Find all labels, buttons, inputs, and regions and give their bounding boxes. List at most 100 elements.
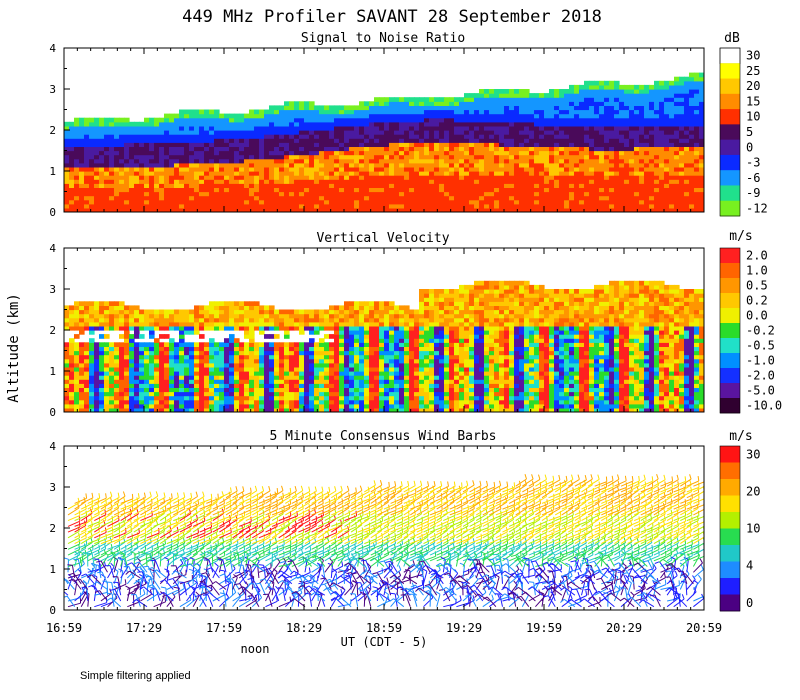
vv-cell — [209, 375, 215, 380]
snr-cell — [634, 199, 640, 205]
snr-cell — [459, 187, 465, 193]
snr-cell — [649, 89, 655, 94]
snr-cell — [259, 158, 265, 164]
snr-cell — [464, 130, 470, 135]
vv-cell — [144, 309, 150, 315]
snr-cell — [454, 175, 460, 180]
snr-cell — [224, 125, 230, 131]
snr-cell — [379, 121, 385, 127]
vv-cell — [174, 346, 180, 352]
vv-cell — [264, 387, 270, 393]
vv-cell — [194, 325, 200, 331]
snr-cell — [399, 117, 405, 123]
snr-cell — [434, 171, 440, 176]
snr-cell — [479, 146, 485, 152]
snr-cell — [309, 203, 315, 209]
vv-cell — [114, 391, 120, 397]
snr-cell — [434, 199, 440, 205]
vv-cell — [124, 321, 130, 327]
vv-cell — [74, 309, 80, 315]
vv-cell — [309, 375, 315, 380]
snr-cell — [374, 203, 380, 209]
snr-cell — [444, 138, 450, 143]
vv-cell — [224, 350, 230, 356]
vv-cell — [204, 399, 210, 405]
vv-cell — [169, 317, 175, 323]
snr-cell — [649, 109, 655, 115]
snr-cell — [694, 97, 700, 102]
snr-cell — [94, 154, 100, 160]
snr-cell — [159, 207, 165, 212]
vv-cell — [74, 317, 80, 323]
vv-cell — [284, 350, 290, 356]
snr-cell — [564, 105, 570, 111]
snr-cell — [209, 203, 215, 209]
vv-cell — [104, 313, 110, 319]
snr-cell — [244, 113, 250, 119]
snr-cell — [694, 195, 700, 201]
snr-cell — [84, 199, 90, 205]
snr-cell — [604, 89, 610, 94]
snr-cell — [474, 113, 480, 119]
vv-cell — [329, 313, 335, 319]
snr-cell — [99, 207, 105, 212]
vv-cell — [199, 375, 205, 380]
snr-cell — [299, 101, 305, 106]
snr-cell — [504, 134, 510, 139]
vv-cell — [119, 387, 125, 393]
snr-cell — [394, 154, 400, 160]
snr-cell — [639, 101, 645, 106]
snr-cell — [149, 179, 155, 184]
snr-cell — [614, 150, 620, 156]
snr-cell — [139, 175, 145, 180]
vv-cell — [134, 313, 140, 319]
snr-cell — [219, 175, 225, 180]
snr-cell — [644, 130, 650, 135]
snr-cell — [689, 203, 695, 209]
vv-cell — [314, 407, 320, 412]
snr-cell — [669, 207, 675, 212]
snr-cell — [139, 187, 145, 193]
snr-cell — [249, 113, 255, 119]
snr-cell — [254, 117, 260, 123]
snr-cell — [389, 150, 395, 156]
snr-cell — [164, 179, 170, 184]
vv-cell — [164, 379, 170, 384]
snr-cell — [434, 158, 440, 164]
vv-cell — [304, 350, 310, 356]
snr-cell — [694, 76, 700, 82]
snr-cell — [249, 183, 255, 188]
vv-cell — [199, 407, 205, 412]
snr-cell — [269, 138, 275, 143]
snr-cell — [409, 175, 415, 180]
snr-cell — [674, 97, 680, 102]
snr-cell — [289, 158, 295, 164]
snr-cell — [179, 171, 185, 176]
snr-cell — [404, 154, 410, 160]
vv-cell — [189, 325, 195, 331]
snr-cell — [589, 187, 595, 193]
snr-cell — [294, 171, 300, 176]
snr-cell — [84, 191, 90, 197]
snr-cell — [514, 142, 520, 147]
snr-cell — [449, 166, 455, 172]
vv-cell — [204, 321, 210, 327]
snr-cell — [664, 89, 670, 94]
snr-cell — [574, 134, 580, 139]
snr-cell — [234, 121, 240, 127]
snr-cell — [324, 134, 330, 139]
snr-cell — [434, 101, 440, 106]
snr-cell — [309, 166, 315, 172]
snr-cell — [264, 183, 270, 188]
snr-cell — [264, 175, 270, 180]
vv-cell — [259, 350, 265, 356]
snr-cell — [439, 150, 445, 156]
snr-cell — [214, 121, 220, 127]
snr-cell — [204, 158, 210, 164]
snr-cell — [514, 101, 520, 106]
vv-cell — [229, 358, 235, 364]
snr-cell — [684, 84, 690, 90]
snr-cell — [494, 166, 500, 172]
snr-cell — [424, 175, 430, 180]
snr-cell — [564, 134, 570, 139]
